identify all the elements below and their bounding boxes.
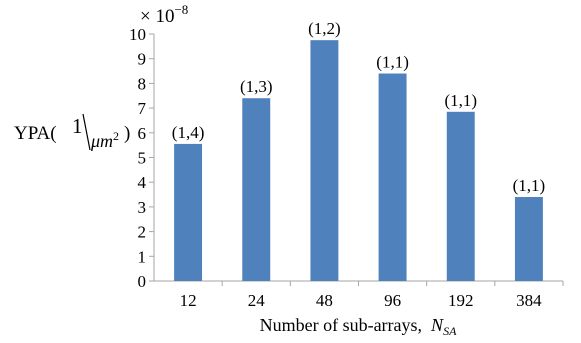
x-tick-label: 48 — [316, 291, 333, 310]
x-tick-label: 384 — [516, 291, 542, 310]
x-tick-label: 24 — [248, 291, 266, 310]
y-axis-label-prefix: YPA( — [14, 123, 57, 144]
y-tick-label: 0 — [138, 272, 147, 291]
x-tick-label: 12 — [180, 291, 197, 310]
bar-24 — [242, 98, 271, 281]
bar-data-label: (1,4) — [172, 123, 205, 142]
x-tick-label: 96 — [384, 291, 401, 310]
y-multiplier: × 10−8 — [140, 2, 188, 27]
y-tick-label: 9 — [138, 50, 147, 69]
y-tick-label: 3 — [138, 198, 147, 217]
x-axis-ticks: 12 24 48 96 192 384 — [180, 281, 564, 310]
bar-192 — [446, 111, 475, 282]
bar-data-label: (1,3) — [240, 77, 273, 96]
y-axis-label: YPA( 1 μm2 ) — [14, 113, 130, 151]
y-tick-label: 10 — [129, 25, 146, 44]
bar-data-label: (1,2) — [308, 19, 341, 38]
y-tick-label: 8 — [138, 74, 147, 93]
bar-data-labels: (1,4) (1,3) (1,2) (1,1) (1,1) (1,1) — [172, 19, 545, 195]
bar-data-label: (1,1) — [376, 53, 409, 72]
y-tick-label: 2 — [138, 223, 147, 242]
y-tick-label: 4 — [138, 173, 147, 192]
y-tick-label: 6 — [138, 124, 147, 143]
bar-data-label: (1,1) — [444, 91, 477, 110]
y-tick-label: 1 — [138, 247, 147, 266]
y-axis-ticks: 0 1 2 3 4 5 6 7 8 9 10 — [129, 25, 154, 291]
bar-48 — [310, 40, 339, 281]
y-axis-label-suffix: ) — [124, 123, 130, 144]
bars — [174, 40, 543, 282]
y-tick-label: 5 — [138, 149, 147, 168]
bar-384 — [514, 197, 543, 281]
bar-data-label: (1,1) — [513, 176, 546, 195]
y-axis-label-numerator: 1 — [72, 114, 83, 138]
y-tick-label: 7 — [138, 99, 147, 118]
x-axis-label: Number of sub-arrays, NSA — [260, 315, 457, 338]
y-axis-label-denominator: μm2 — [90, 129, 119, 151]
bar-12 — [174, 143, 203, 281]
bar-96 — [378, 73, 407, 282]
x-tick-label: 192 — [448, 291, 474, 310]
y-axis-label-fraction-slash — [82, 113, 91, 151]
